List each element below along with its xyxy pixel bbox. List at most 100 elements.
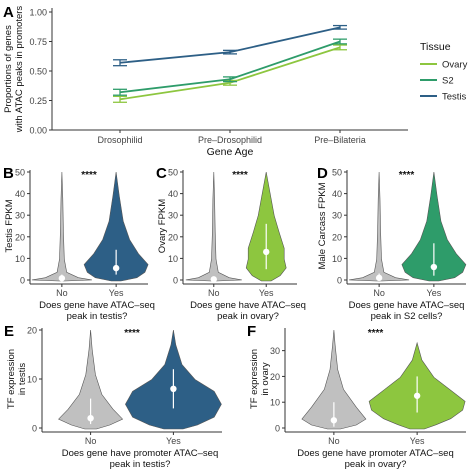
panel-a-y-tick-label: 1.00 — [29, 8, 47, 18]
panel-f-x-axis-label-line-1: Does gene have promoter ATAC–seq — [297, 448, 454, 459]
error-bar-testis — [223, 49, 237, 55]
panel-e-y-tick-label: 0 — [32, 424, 37, 434]
panel-d-y-tick-label: 50 — [332, 168, 342, 178]
median-point-no — [375, 274, 383, 282]
panel-d-y-tick-label: 40 — [332, 189, 342, 199]
violin-yes — [83, 171, 149, 282]
violin-no — [185, 171, 242, 282]
panel-b-x-axis-label-line-2: peak in testis? — [67, 311, 128, 322]
panel-c-y-tick-label: 50 — [168, 168, 178, 178]
median-point-yes — [430, 263, 438, 271]
median-point-yes — [413, 392, 421, 399]
panel-d-y-tick-label: 10 — [332, 254, 342, 264]
error-bar-s2 — [333, 38, 347, 45]
panel-e-x-axis-label-line-1: Does gene have promoter ATAC–seq — [62, 448, 219, 459]
panel-f-x-tick-label: No — [328, 436, 340, 446]
panel-d-x-axis-label-line-1: Does gene have ATAC–seq — [349, 300, 465, 311]
panel-d-y-axis-label: Male Carcass FPKM — [317, 182, 328, 269]
panel-d-y-tick-label: 20 — [332, 232, 342, 242]
panel-a-y-tick-label: 0.75 — [29, 37, 47, 47]
panel-c-significance: **** — [232, 170, 248, 181]
panel-d-significance: **** — [399, 170, 415, 181]
panel-c-x-tick-label: Yes — [259, 288, 274, 298]
panel-f-y-tick-label: 0 — [275, 424, 280, 434]
panel-e-y-axis-label-line-1: TF expression — [6, 349, 17, 409]
violin-no — [31, 171, 92, 282]
panel-b-x-axis-label-line-1: Does gene have ATAC–seq — [39, 300, 155, 311]
panel-d-y-tick-label: 0 — [337, 276, 342, 286]
panel-a-y-axis-label-line-2: with ATAC peaks in promoters — [14, 6, 25, 134]
panel-d-x-axis-label-line-2: peak in S2 cells? — [371, 311, 443, 322]
panel-c-x-axis-label-line-2: peak in ovary? — [217, 311, 279, 322]
panel-e-y-tick-label: 10 — [27, 375, 37, 385]
legend-item-s2: S2 — [442, 76, 454, 87]
error-bar-ovary — [333, 44, 347, 51]
panel-b-y-axis-label: Testis FPKM — [4, 199, 15, 252]
panel-b-y-tick-label: 10 — [15, 254, 25, 264]
median-point-no — [210, 276, 217, 283]
panel-f-y-axis-label-line-2: in ovary — [260, 362, 271, 396]
panel-a-y-tick-label: 0.50 — [29, 67, 47, 77]
panel-f-significance: **** — [368, 328, 384, 339]
error-bar-s2 — [113, 88, 127, 96]
panel-f-y-tick-label: 30 — [270, 346, 280, 356]
panel-a-y-axis-label-line-1: Proportions of genes — [3, 25, 14, 113]
panel-c-y-tick-label: 0 — [173, 276, 178, 286]
panel-e-significance: **** — [124, 328, 140, 339]
panel-b-x-tick-label: Yes — [109, 288, 124, 298]
median-point-no — [330, 417, 338, 424]
panel-f-y-axis-label-line-1: TF expression — [249, 349, 260, 409]
panel-f-y-tick-label: 10 — [270, 398, 280, 408]
panel-c-y-tick-label: 40 — [168, 189, 178, 199]
violin-no — [58, 329, 124, 430]
error-bar-testis — [113, 59, 127, 67]
median-point-no — [87, 415, 94, 422]
panel-a-x-tick-label: Pre–Drosophilid — [198, 135, 262, 145]
panel-label-e: E — [4, 323, 14, 340]
median-point-yes — [263, 248, 270, 256]
error-bar-s2 — [223, 76, 237, 83]
panel-c-y-tick-label: 10 — [168, 254, 178, 264]
panel-c-y-tick-label: 20 — [168, 232, 178, 242]
panel-a-y-tick-label: 0.00 — [29, 126, 47, 136]
legend-item-ovary: Ovary — [442, 60, 468, 71]
panel-label-c: C — [156, 165, 167, 182]
violin-no — [301, 329, 367, 430]
violin-no — [349, 171, 410, 282]
panel-b-significance: **** — [81, 170, 97, 181]
legend-title: Tissue — [420, 41, 451, 53]
panel-c-x-tick-label: No — [208, 288, 220, 298]
panel-label-d: D — [317, 165, 328, 182]
panel-c-y-axis-label: Ovary FPKM — [157, 199, 168, 253]
panel-a-x-axis-label: Gene Age — [207, 146, 254, 158]
median-point-no — [58, 275, 66, 282]
panel-e-x-tick-label: Yes — [166, 436, 181, 446]
panel-b-y-tick-label: 30 — [15, 211, 25, 221]
panel-d-y-tick-label: 30 — [332, 211, 342, 221]
panel-e-y-axis-label-line-2: in testis — [17, 363, 28, 395]
panel-b-y-tick-label: 20 — [15, 232, 25, 242]
panel-e-y-tick-label: 20 — [27, 326, 37, 336]
panel-e-x-tick-label: No — [85, 436, 97, 446]
panel-d-x-tick-label: No — [373, 288, 385, 298]
series-line-ovary — [119, 46, 341, 101]
panel-b-y-tick-label: 50 — [15, 168, 25, 178]
error-bar-testis — [333, 24, 347, 30]
panel-a-x-tick-label: Pre–Bilateria — [314, 135, 366, 145]
median-point-yes — [170, 385, 177, 392]
legend-item-testis: Testis — [442, 92, 467, 103]
panel-label-b: B — [3, 165, 14, 182]
panel-label-f: F — [247, 323, 256, 340]
panel-b-y-tick-label: 40 — [15, 189, 25, 199]
panel-b-y-tick-label: 0 — [20, 276, 25, 286]
panel-f-x-axis-label-line-2: peak in ovary? — [345, 459, 407, 470]
panel-a-x-tick-label: Drosophilid — [97, 135, 142, 145]
panel-a-y-tick-label: 0.25 — [29, 96, 47, 106]
panel-c-y-tick-label: 30 — [168, 211, 178, 221]
panel-d-x-tick-label: Yes — [427, 288, 442, 298]
panel-label-a: A — [3, 4, 14, 21]
violin-yes — [401, 171, 467, 282]
panel-b-x-tick-label: No — [56, 288, 68, 298]
error-bar-ovary — [113, 95, 127, 103]
